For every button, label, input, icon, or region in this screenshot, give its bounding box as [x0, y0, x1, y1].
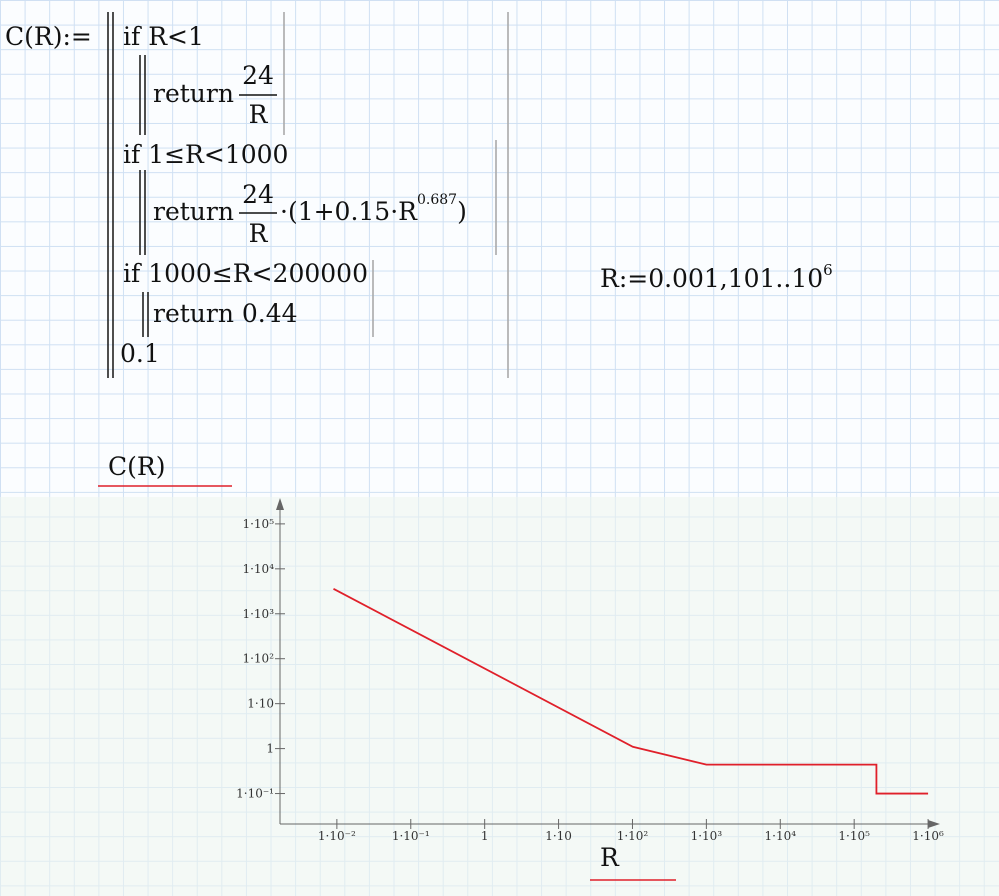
return-keyword: return: [153, 79, 234, 108]
close-paren: ): [457, 197, 467, 226]
return-statement: return 0.44: [153, 299, 298, 328]
condition: if 1≤R<1000: [123, 140, 288, 169]
x-tick-label: 1·10²: [617, 829, 649, 843]
x-tick-label: 1·10: [545, 829, 572, 843]
x-tick-label: 1·10⁶: [912, 829, 944, 843]
numerator: 24: [242, 180, 274, 209]
factor: ·(1+0.15·R: [280, 197, 418, 226]
y-tick-label: 1·10: [247, 697, 274, 711]
expression: ·(1+0.15·R0.687): [280, 192, 467, 226]
y-tick-label: 1·10²: [242, 652, 274, 666]
x-tick-label: 1·10⁻¹: [392, 829, 430, 843]
range-text: R:=0.001,101..10: [600, 264, 823, 293]
range-exponent: 6: [823, 261, 833, 279]
x-tick-label: 1: [481, 829, 489, 843]
y-tick-label: 1·10⁵: [242, 517, 274, 531]
x-tick-label: 1·10⁻²: [318, 829, 356, 843]
exponent: 0.687: [417, 192, 457, 208]
numerator: 24: [242, 61, 274, 90]
y-axis-label: C(R): [108, 452, 165, 481]
axis-arrow: [276, 498, 284, 510]
y-tick-label: 1·10³: [242, 607, 274, 621]
plot-region: [0, 497, 999, 896]
lhs: C(R): [5, 22, 62, 51]
function-name: C(R):=: [5, 22, 92, 51]
y-tick-label: 1·10⁻¹: [236, 787, 274, 801]
condition: if 1000≤R<200000: [123, 259, 368, 288]
x-tick-label: 1·10⁵: [838, 829, 870, 843]
y-tick-label: 1: [266, 742, 274, 756]
denominator: R: [249, 100, 269, 129]
y-tick-label: 1·10⁴: [242, 562, 274, 576]
x-axis-label: R: [600, 843, 620, 872]
axis-arrow: [928, 820, 940, 828]
otherwise-value: 0.1: [120, 339, 160, 368]
range-definition: R:=0.001,101..106: [600, 261, 833, 293]
return-keyword: return: [153, 197, 234, 226]
assign-op: :=: [62, 22, 91, 51]
data-line: [333, 587, 929, 795]
x-tick-label: 1·10⁴: [765, 829, 797, 843]
denominator: R: [249, 219, 269, 248]
condition: if R<1: [123, 22, 204, 51]
x-tick-label: 1·10³: [691, 829, 723, 843]
